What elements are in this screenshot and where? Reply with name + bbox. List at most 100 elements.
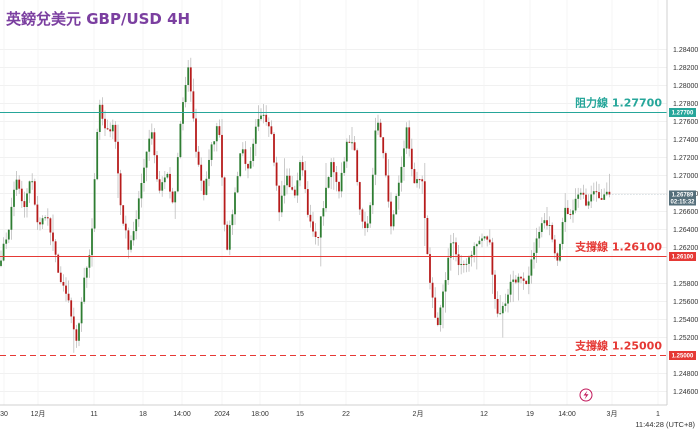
candle-body [366,223,369,228]
candle-body [317,236,320,238]
candle-body [247,163,249,169]
time-axis[interactable]: 30 12月 11 18 14:00 2024 18:00 15 22 2月 12 19 14:00 3月… [0,410,660,418]
candle-body [41,218,44,225]
axis-clock[interactable]: 11:44:28 (UTC+8) [635,420,695,429]
lightning-icon[interactable] [579,388,593,402]
candle-body [179,123,182,158]
candle-body [5,239,8,244]
candle-body [244,149,247,164]
candle-body [520,276,522,279]
candle-body [452,242,455,244]
candle-body [278,185,281,213]
candle-body [608,191,611,195]
candle-body [267,122,270,127]
candle-body [340,172,343,192]
candle-body [91,228,93,256]
y-tick-label: 1.25600 [673,299,698,306]
candle-body [423,181,426,219]
candle-body [332,162,335,173]
y-tick-label: 1.26200 [673,245,698,252]
candle-body [371,174,374,206]
candle-body [507,294,509,304]
candle-body [429,254,431,283]
candle-body [234,192,236,215]
price-tag-label: 1.26100 [672,255,694,261]
candle-body [187,67,190,86]
candle-body [527,275,530,284]
candle-body [189,67,192,92]
price-tag [669,108,696,117]
y-tick-label: 1.24600 [673,389,698,396]
candle-body [605,191,608,195]
candle-body [75,329,78,341]
candle-body [163,177,166,183]
candle-body [442,291,444,308]
candle-body [148,138,151,152]
y-tick-label: 1.25200 [673,335,698,342]
candle-body [109,129,112,132]
candle-body [517,276,520,283]
candle-body [499,313,502,315]
candle-body [18,179,21,189]
candle-body [59,272,62,283]
candle-body [254,126,257,144]
candle-body [293,189,296,196]
candle-body [338,181,340,192]
candle-body [538,231,541,239]
last-price-value: 1.26789 [672,193,694,199]
candle-body [208,159,210,179]
candle-body [431,282,434,298]
horizontal-lines: 阻力線 1.27700 支撐線 1.26100 支撐線 1.25000 [0,96,667,357]
candle-body [546,220,548,226]
candle-body [280,195,283,213]
candle-body [171,191,174,203]
candle-body [309,214,312,222]
candle-body [598,192,600,199]
candle-body [127,230,130,250]
candle-body [104,118,106,129]
candle-body [0,260,2,266]
candle-body [122,205,125,224]
candle-body [153,132,156,156]
candle-body [205,178,208,195]
candle-body [252,143,255,161]
candle-body [481,238,483,241]
candle-body [543,220,546,224]
candle-body [356,150,359,183]
candle-body [54,241,57,255]
candle-body [460,263,463,266]
candle-body [369,205,372,224]
price-tag-label: 1.25000 [672,354,694,360]
candle-body [132,231,135,241]
candle-body [52,232,54,242]
candle-body [314,231,317,237]
candle-body [335,172,338,182]
candle-body [559,244,561,261]
candle-body [358,182,361,210]
candle-body [494,274,496,299]
x-tick-label: 14:00 [173,411,191,418]
candle-body [361,209,364,222]
candle-body [176,157,179,192]
candle-body [200,164,203,181]
candle-body [257,119,260,127]
candle-body [384,153,387,176]
candle-body [564,207,567,223]
x-tick-label: 12 [480,411,488,418]
candle-body [249,160,252,169]
candle-body [119,173,122,206]
candle-body [283,185,286,196]
candle-body [10,206,13,230]
candle-body [509,281,512,295]
candle-body [210,144,213,160]
candle-body [512,279,515,282]
y-tick-label: 1.27200 [673,155,698,162]
price-axis[interactable]: 1.28400 1.28200 1.28000 1.27800 1.27600 1.274… [673,47,698,396]
x-tick-label: 18:00 [251,411,269,418]
candle-body [135,219,138,232]
candle-body [457,254,460,266]
candle-body [231,214,234,226]
